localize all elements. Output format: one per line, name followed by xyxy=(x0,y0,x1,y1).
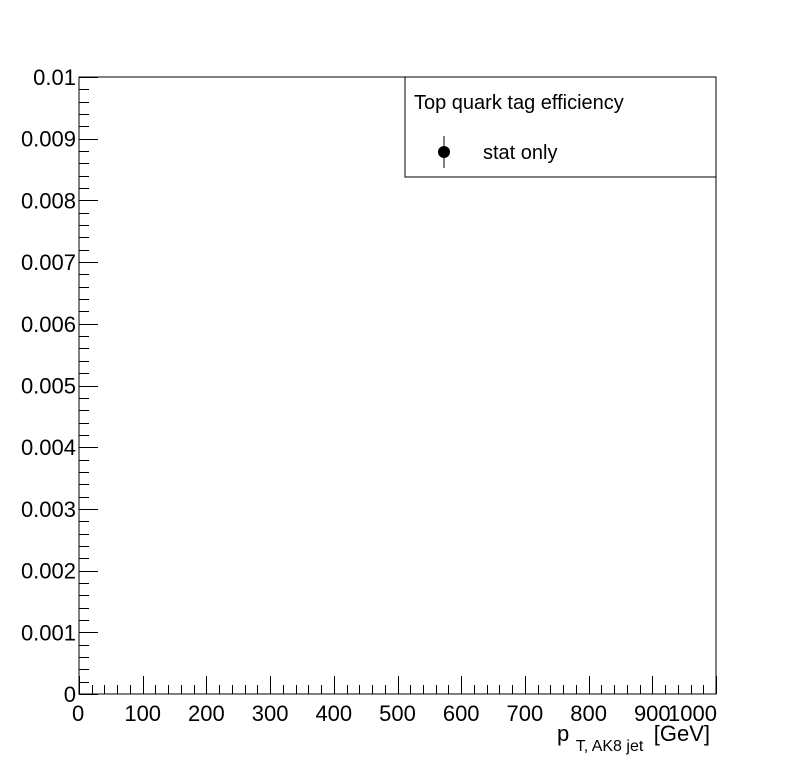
legend-header: Top quark tag efficiency xyxy=(414,92,624,114)
plot-frame xyxy=(78,76,717,695)
legend-entry-label: stat only xyxy=(483,142,557,164)
y-tick-label: 0.001 xyxy=(21,620,76,645)
axis-ticks xyxy=(79,77,717,695)
x-tick-label: 0 xyxy=(72,701,84,726)
y-tick-label: 0.009 xyxy=(21,127,76,152)
x-tick-label: 600 xyxy=(443,701,480,726)
legend-box xyxy=(404,76,717,178)
x-tick-label: 400 xyxy=(315,701,352,726)
y-tick-label: 0.01 xyxy=(33,65,76,90)
x-tick-label: 1000 xyxy=(668,701,717,726)
x-axis-title: p T, AK8 jet [GeV] xyxy=(557,721,710,755)
y-tick-label: 0 xyxy=(64,682,76,707)
x-tick-label: 900 xyxy=(634,701,671,726)
x-axis-title-subscript: T, AK8 jet xyxy=(576,738,644,755)
y-tick-label: 0.005 xyxy=(21,374,76,399)
x-axis-title-main: p xyxy=(557,721,569,746)
y-tick-label: 0.008 xyxy=(21,188,76,213)
x-axis-title-unit: [GeV] xyxy=(654,721,710,746)
legend-marker-circle xyxy=(438,146,450,158)
y-tick-label: 0.004 xyxy=(21,435,76,460)
x-tick-label: 100 xyxy=(124,701,161,726)
y-tick-label: 0.003 xyxy=(21,497,76,522)
x-tick-label: 800 xyxy=(570,701,607,726)
y-tick-label: 0.007 xyxy=(21,250,76,275)
legend: Top quark tag efficiency stat only xyxy=(404,76,717,178)
y-tick-label: 0.002 xyxy=(21,559,76,584)
legend-entry-stat-only: stat only xyxy=(438,136,557,168)
x-tick-label: 200 xyxy=(188,701,225,726)
x-tick-label: 300 xyxy=(252,701,289,726)
x-tick-label: 700 xyxy=(507,701,544,726)
y-tick-label: 0.006 xyxy=(21,312,76,337)
x-tick-label: 500 xyxy=(379,701,416,726)
